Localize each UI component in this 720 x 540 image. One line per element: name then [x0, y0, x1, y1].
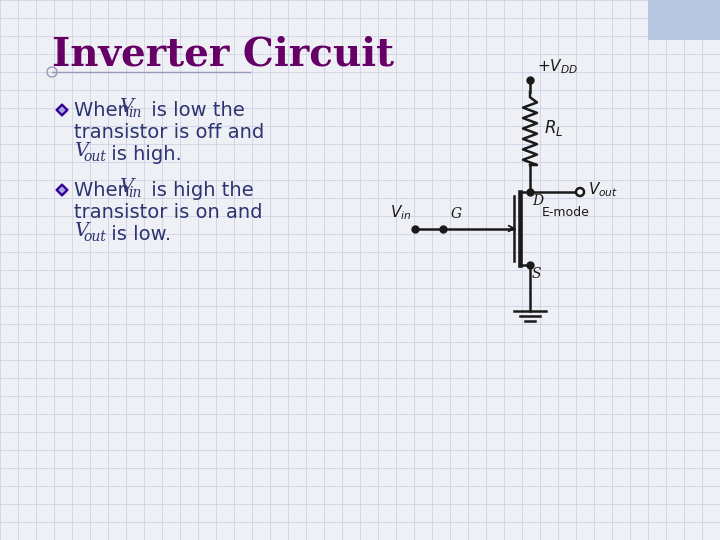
Text: in: in [128, 106, 141, 120]
Text: V: V [74, 222, 88, 240]
Text: V: V [119, 98, 133, 116]
Text: in: in [128, 186, 141, 200]
Text: Inverter Circuit: Inverter Circuit [52, 35, 394, 73]
Text: is low.: is low. [105, 225, 171, 244]
Polygon shape [56, 184, 68, 196]
Text: transistor is off and: transistor is off and [74, 123, 264, 141]
Circle shape [576, 188, 584, 196]
Polygon shape [59, 107, 65, 113]
Text: is high.: is high. [105, 145, 181, 164]
Text: is low the: is low the [145, 100, 245, 119]
Text: D: D [532, 194, 543, 208]
Text: $R_L$: $R_L$ [544, 118, 563, 138]
FancyBboxPatch shape [648, 0, 720, 40]
Text: When: When [74, 100, 136, 119]
Text: When: When [74, 180, 136, 199]
Text: is high the: is high the [145, 180, 253, 199]
Text: out: out [83, 230, 106, 244]
Text: S: S [532, 267, 541, 281]
Text: out: out [83, 150, 106, 164]
Text: $V_{in}$: $V_{in}$ [390, 203, 411, 221]
Text: $+V_{DD}$: $+V_{DD}$ [537, 57, 578, 76]
Text: G: G [451, 207, 462, 221]
Polygon shape [59, 187, 65, 193]
Text: V: V [119, 178, 133, 196]
Polygon shape [56, 104, 68, 116]
Text: E-mode: E-mode [542, 206, 590, 219]
Text: transistor is on and: transistor is on and [74, 202, 263, 221]
Text: V: V [74, 142, 88, 160]
Text: $V_{out}$: $V_{out}$ [588, 181, 618, 199]
